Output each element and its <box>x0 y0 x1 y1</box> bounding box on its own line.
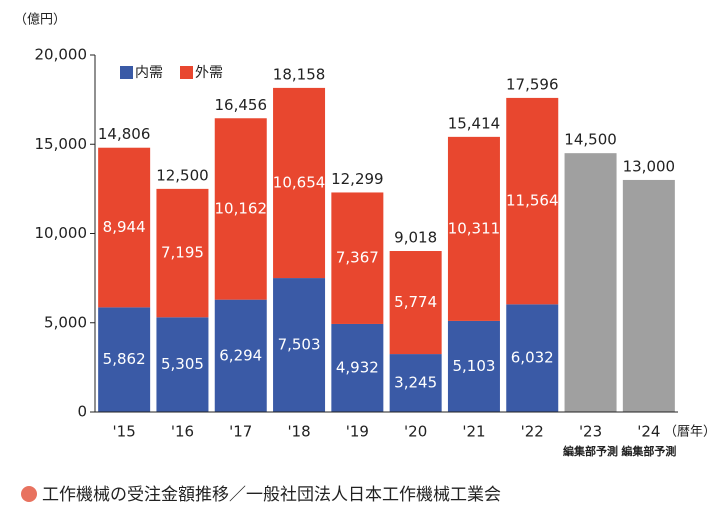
x-unit: （暦年） <box>664 425 716 440</box>
legend-label: 外需 <box>195 65 223 81</box>
legend-swatch <box>180 66 193 79</box>
bar-segment <box>506 97 559 305</box>
value-label: 4,932 <box>336 358 379 376</box>
bar-segment <box>331 192 384 324</box>
bar-segment <box>156 317 209 412</box>
value-label: 7,195 <box>161 244 204 262</box>
bar-segment <box>214 299 267 412</box>
x-tick-label: '15 <box>113 423 136 441</box>
value-label: 7,367 <box>336 249 379 267</box>
total-label: 15,414 <box>448 114 501 132</box>
value-label: 5,774 <box>394 293 437 311</box>
total-label: 18,158 <box>273 65 326 83</box>
value-label: 6,294 <box>219 346 262 364</box>
total-label: 12,500 <box>156 166 209 184</box>
y-tick-label: 0 <box>77 403 87 421</box>
bar-segment <box>389 251 442 355</box>
bar-segment <box>156 188 209 318</box>
value-label: 5,305 <box>161 355 204 373</box>
x-note: 編集部予測 <box>563 444 618 458</box>
total-label: 12,299 <box>331 170 384 188</box>
bar-segment <box>273 87 326 279</box>
value-label: 11,564 <box>506 192 559 210</box>
value-label: 6,032 <box>511 349 554 367</box>
legend-swatch <box>120 66 133 79</box>
y-tick-label: 15,000 <box>35 135 88 153</box>
bar-segment <box>214 118 267 300</box>
y-tick-label: 20,000 <box>35 46 88 64</box>
y-tick-label: 5,000 <box>44 313 87 331</box>
x-tick-label: '17 <box>229 423 252 441</box>
bar-segment <box>622 179 675 412</box>
total-label: 9,018 <box>394 229 437 247</box>
x-tick-label: '16 <box>171 423 194 441</box>
bar-segment <box>273 278 326 412</box>
x-tick-label: '18 <box>287 423 310 441</box>
x-tick-label: '23 <box>579 423 602 441</box>
bar-segment <box>98 307 151 412</box>
y-unit: （億円） <box>14 12 66 28</box>
bar-segment <box>506 304 559 412</box>
bar-segment <box>447 320 500 412</box>
value-label: 8,944 <box>103 218 146 236</box>
value-label: 10,162 <box>215 199 268 217</box>
legend-label: 内需 <box>135 65 163 81</box>
caption: 工作機械の受注金額推移／一般社団法人日本工作機械工業会 <box>42 485 501 505</box>
value-label: 7,503 <box>278 336 321 354</box>
value-label: 10,311 <box>448 219 501 237</box>
x-tick-label: '22 <box>521 423 544 441</box>
x-tick-label: '21 <box>462 423 485 441</box>
total-label: 14,806 <box>98 125 151 143</box>
x-tick-label: '20 <box>404 423 427 441</box>
value-label: 3,245 <box>394 374 437 392</box>
value-label: 14,500 <box>564 131 617 149</box>
bar-segment <box>447 136 500 321</box>
total-label: 17,596 <box>506 75 559 93</box>
value-label: 10,654 <box>273 173 326 191</box>
total-label: 16,456 <box>215 96 268 114</box>
value-label: 5,103 <box>452 357 495 375</box>
bar-segment <box>98 147 151 308</box>
caption-dot <box>21 486 37 502</box>
bar-segment <box>564 153 617 413</box>
bar-segment <box>389 354 442 412</box>
bar-segment <box>331 323 384 412</box>
value-label: 13,000 <box>623 157 676 175</box>
x-tick-label: '24 <box>637 423 660 441</box>
x-tick-label: '19 <box>346 423 369 441</box>
x-note: 編集部予測 <box>621 444 676 458</box>
value-label: 5,862 <box>103 350 146 368</box>
y-tick-label: 10,000 <box>35 224 88 242</box>
